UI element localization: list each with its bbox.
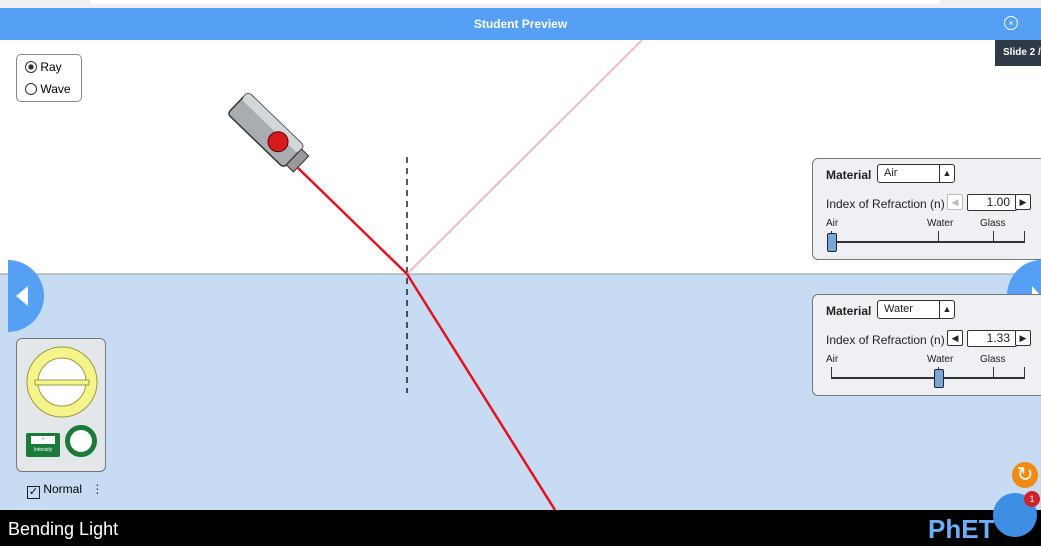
sim-canvas (0, 40, 1041, 510)
scale-air: Air (826, 218, 838, 229)
normal-toggle[interactable]: ✓ Normal ⋮ (27, 482, 103, 499)
decrease-button[interactable]: ◀ (947, 194, 963, 210)
toolbox: - Intensity (16, 338, 106, 472)
scale-glass: Glass (980, 218, 1006, 229)
index-value: 1.33 (967, 330, 1017, 347)
scale-water: Water (927, 218, 953, 229)
index-value: 1.00 (967, 194, 1017, 211)
material-dropdown[interactable]: Water▲ (877, 300, 955, 319)
material-value: Air (884, 167, 897, 179)
increase-button[interactable]: ▶ (1015, 194, 1031, 210)
slider-track (831, 241, 1025, 243)
scale-water: Water (927, 354, 953, 365)
ray-label: Ray (40, 60, 61, 74)
intensity-meter[interactable]: - Intensity (26, 433, 60, 457)
material-dropdown[interactable]: Air▲ (877, 164, 955, 183)
wave-radio[interactable]: Wave (25, 82, 71, 96)
mode-selector: Ray Wave (16, 54, 82, 102)
top-card (90, 0, 940, 4)
close-button[interactable]: × (1004, 16, 1018, 30)
slide-indicator: Slide 2 / 4 (1003, 47, 1041, 58)
slider-thumb[interactable] (827, 233, 837, 252)
top-material-panel: Material Air▲ Index of Refraction (n) ◀ … (812, 158, 1041, 260)
decrease-button[interactable]: ◀ (947, 330, 963, 346)
reset-button[interactable]: ↻ (1012, 462, 1038, 488)
material-label: Material (826, 304, 871, 318)
ray-radio[interactable]: Ray (25, 60, 62, 74)
intensity-probe[interactable] (65, 425, 97, 457)
sim-title: Bending Light (8, 519, 118, 540)
slider-thumb[interactable] (934, 369, 944, 388)
phet-logo[interactable]: PhET (928, 514, 994, 545)
header-title: Student Preview (474, 17, 567, 31)
index-label: Index of Refraction (n) (826, 333, 945, 347)
scale-glass: Glass (980, 354, 1006, 365)
protractor-tool[interactable] (25, 345, 99, 419)
wave-label: Wave (40, 82, 70, 96)
page: Student Preview × Slide 2 / 4 Ray Wave M… (0, 0, 1041, 546)
slide-badge: Slide 2 / 4 (995, 40, 1041, 66)
material-label: Material (826, 168, 871, 182)
notification-count: 1 (1029, 494, 1034, 504)
increase-button[interactable]: ▶ (1015, 330, 1031, 346)
material-value: Water (884, 303, 913, 315)
intensity-reading: - (31, 436, 55, 444)
index-label: Index of Refraction (n) (826, 197, 945, 211)
scale-air: Air (826, 354, 838, 365)
footer-bar: Bending Light PhET (0, 510, 1041, 546)
header-bar: Student Preview (0, 8, 1041, 40)
slider-track (831, 377, 1025, 379)
bottom-material-panel: Material Water▲ Index of Refraction (n) … (812, 294, 1041, 396)
intensity-label: Intensity (26, 447, 60, 453)
normal-label: Normal (43, 482, 82, 496)
notification-badge: 1 (1024, 491, 1040, 507)
